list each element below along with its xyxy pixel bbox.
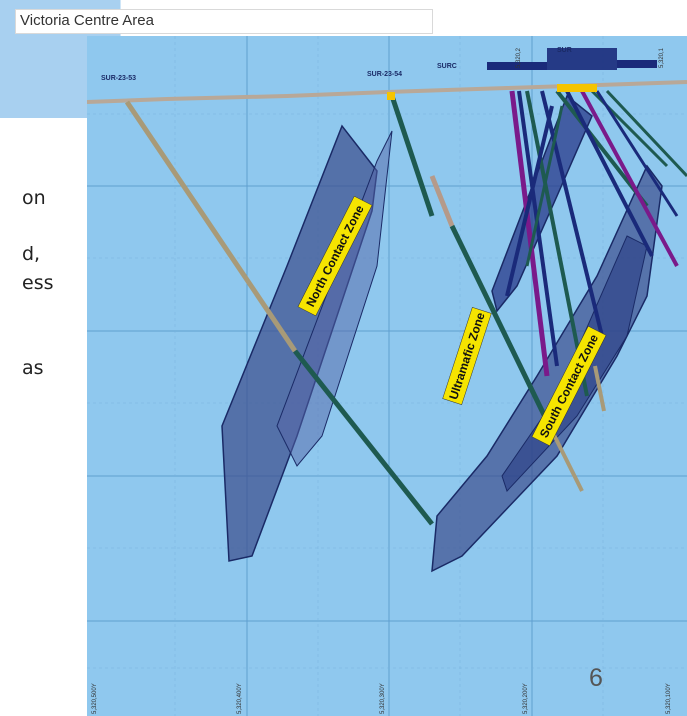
page-number: 6: [589, 664, 603, 692]
text-fragment-2: d,: [22, 243, 41, 265]
hole-label-sur-23-53: SUR-23-53: [101, 75, 136, 82]
top-label-2: 5,320,1: [659, 47, 665, 68]
top-right-panel: [652, 0, 687, 12]
northing-label-4: 5,320,200Y: [523, 683, 529, 714]
northing-label-5: 5,320,100Y: [666, 683, 672, 714]
text-fragment-4: as: [22, 357, 44, 379]
text-fragment-1: on: [22, 187, 46, 209]
hole-label-surc: SURC: [437, 63, 457, 70]
title-bar: Victoria Centre Area: [15, 9, 433, 34]
hole-labels: SUR-23-53 SUR-23-54 SURC SUR: [101, 47, 572, 82]
northing-labels: 5,320,500Y 5,320,400Y 5,320,300Y 5,320,2…: [92, 47, 672, 714]
topographic-surface: [87, 80, 687, 104]
north-contact-zone-body: [221, 124, 378, 562]
top-label-1: 5,320,2: [516, 47, 522, 68]
northing-label-1: 5,320,500Y: [92, 683, 98, 714]
drill-section: North Contact Zone Ultramafic Zone South…: [87, 36, 687, 716]
northing-label-3: 5,320,300Y: [380, 683, 386, 714]
northing-label-2: 5,320,400Y: [237, 683, 243, 714]
hole-label-sur-23-54: SUR-23-54: [367, 71, 402, 78]
section-canvas: North Contact Zone Ultramafic Zone South…: [87, 36, 687, 716]
slide-title: Victoria Centre Area: [20, 12, 154, 29]
drill-holes: [124, 89, 687, 526]
hole-label-sur: SUR: [557, 47, 572, 54]
text-fragment-3: ess: [22, 272, 54, 294]
hole-collars: [387, 48, 657, 100]
